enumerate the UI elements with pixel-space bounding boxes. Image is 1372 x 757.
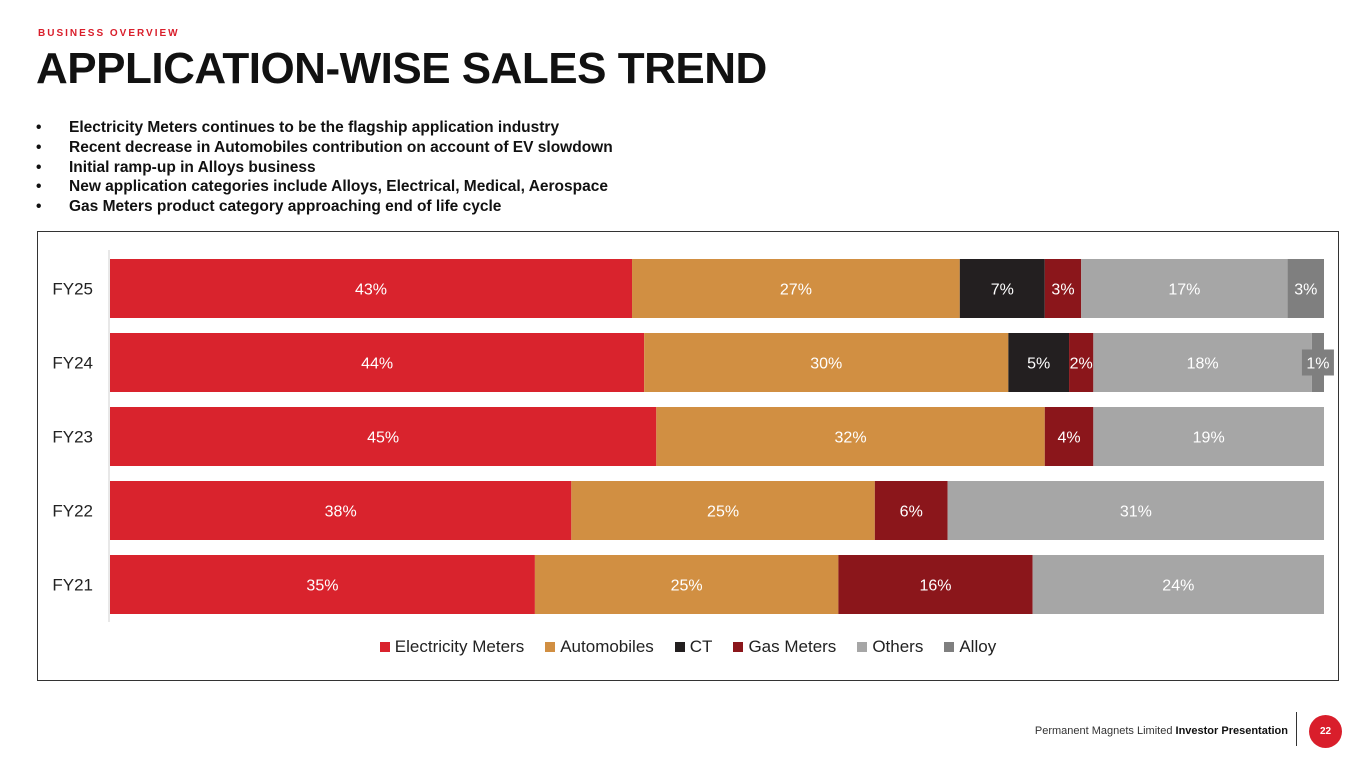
data-label-electricity-meters-fy25: 43% [355, 282, 387, 299]
legend-label-others: Others [872, 637, 924, 656]
legend-label-alloy: Alloy [959, 637, 997, 656]
legend-swatch-ct [674, 642, 685, 652]
y-tick-label-fy25: FY25 [52, 280, 93, 299]
bar-others-fy21 [1032, 555, 1324, 614]
bar-others-fy25 [1081, 259, 1288, 318]
y-tick-label-fy21: FY21 [52, 576, 93, 595]
bar-electricity-meters-fy23 [110, 407, 657, 466]
chart-legend: Electricity Meters Automobiles CT Gas Meter… [38, 637, 1338, 657]
legend-swatch-electricity-meters [379, 642, 390, 652]
data-label-alloy-fy25: 3% [1294, 282, 1317, 299]
data-label-electricity-meters-fy24: 44% [361, 356, 393, 373]
bar-ct-fy25 [959, 259, 1045, 318]
data-label-electricity-meters-fy22: 38% [325, 504, 357, 521]
legend-item-electricity-meters: Electricity Meters [379, 637, 525, 657]
legend-item-gas-meters: Gas Meters [733, 637, 836, 657]
legend-label-electricity-meters: Electricity Meters [394, 637, 525, 656]
legend-swatch-alloy [944, 642, 955, 652]
bar-alloy-fy25 [1287, 259, 1324, 318]
data-label-alloy-fy24: 1% [1306, 356, 1329, 373]
chart-frame: FY25 43% 27% 7% 3% 17% 3% FY24 44% 30% 5% 2% 18% 1% FY… [37, 231, 1339, 681]
data-label-gas-meters-fy22: 6% [900, 504, 923, 521]
footer-divider [1296, 712, 1297, 746]
bar-gas-meters-fy24 [1069, 333, 1094, 392]
data-label-gas-meters-fy25: 3% [1051, 282, 1074, 299]
bullet-list: Electricity Meters continues to be the f… [36, 118, 613, 217]
bar-gas-meters-fy25 [1044, 259, 1082, 318]
legend-swatch-automobiles [545, 642, 556, 652]
page-number-badge: 22 [1309, 715, 1342, 748]
stacked-bar-chart: FY25 43% 27% 7% 3% 17% 3% FY24 44% 30% 5% 2% 18% 1% FY… [52, 250, 1334, 622]
legend-item-ct: CT [674, 637, 713, 657]
bar-automobiles-fy24 [644, 333, 1009, 392]
bar-automobiles-fy22 [571, 481, 875, 540]
data-label-electricity-meters-fy21: 35% [306, 578, 338, 595]
data-label-automobiles-fy22: 25% [707, 504, 739, 521]
legend-label-gas-meters: Gas Meters [748, 637, 837, 656]
bar-gas-meters-fy23 [1044, 407, 1094, 466]
bar-electricity-meters-fy25 [110, 259, 633, 318]
data-label-automobiles-fy21: 25% [671, 578, 703, 595]
bullet-item: Electricity Meters continues to be the f… [36, 118, 613, 138]
bar-gas-meters-fy21 [838, 555, 1033, 614]
bar-automobiles-fy21 [534, 555, 839, 614]
data-label-others-fy24: 18% [1187, 356, 1219, 373]
bar-automobiles-fy25 [632, 259, 960, 318]
page-title: APPLICATION-WISE SALES TREND [36, 44, 767, 93]
legend-label-ct: CT [689, 637, 713, 656]
data-label-gas-meters-fy21: 16% [920, 578, 952, 595]
data-label-others-fy21: 24% [1162, 578, 1194, 595]
bar-electricity-meters-fy21 [110, 555, 535, 614]
bullet-item: New application categories include Alloy… [36, 177, 613, 197]
data-label-gas-meters-fy23: 4% [1057, 430, 1080, 447]
legend-item-automobiles: Automobiles [545, 637, 654, 657]
bar-gas-meters-fy22 [874, 481, 948, 540]
data-label-electricity-meters-fy23: 45% [367, 430, 399, 447]
data-label-automobiles-fy25: 27% [780, 282, 812, 299]
bar-automobiles-fy23 [656, 407, 1045, 466]
section-eyebrow: BUSINESS OVERVIEW [38, 28, 180, 39]
data-label-others-fy22: 31% [1120, 504, 1152, 521]
legend-item-others: Others [857, 637, 923, 657]
data-label-gas-meters-fy24: 2% [1070, 356, 1093, 373]
legend-swatch-others [857, 642, 868, 652]
data-label-box-alloy-fy24 [1301, 349, 1334, 376]
bullet-item: Initial ramp-up in Alloys business [36, 158, 613, 178]
data-label-ct-fy25: 7% [991, 282, 1014, 299]
legend-swatch-gas-meters [733, 642, 744, 652]
data-label-ct-fy24: 5% [1027, 356, 1050, 373]
bar-others-fy22 [947, 481, 1324, 540]
bar-others-fy24 [1093, 333, 1312, 392]
data-label-others-fy23: 19% [1193, 430, 1225, 447]
y-tick-label-fy23: FY23 [52, 428, 93, 447]
data-label-automobiles-fy23: 32% [835, 430, 867, 447]
bullet-item: Gas Meters product category approaching … [36, 197, 613, 217]
footer-text: Permanent Magnets Limited Investor Prese… [1035, 725, 1288, 737]
data-label-others-fy25: 17% [1168, 282, 1200, 299]
bar-electricity-meters-fy24 [110, 333, 645, 392]
y-tick-label-fy24: FY24 [52, 354, 93, 373]
bullet-item: Recent decrease in Automobiles contribut… [36, 138, 613, 158]
footer-company: Permanent Magnets Limited [1034, 725, 1173, 737]
footer-doc-title: Investor Presentation [1175, 725, 1288, 737]
bar-electricity-meters-fy22 [110, 481, 572, 540]
bar-ct-fy24 [1008, 333, 1070, 392]
legend-label-automobiles: Automobiles [560, 637, 654, 656]
legend-item-alloy: Alloy [944, 637, 996, 657]
data-label-automobiles-fy24: 30% [810, 356, 842, 373]
y-tick-label-fy22: FY22 [52, 502, 93, 521]
bar-others-fy23 [1093, 407, 1324, 466]
